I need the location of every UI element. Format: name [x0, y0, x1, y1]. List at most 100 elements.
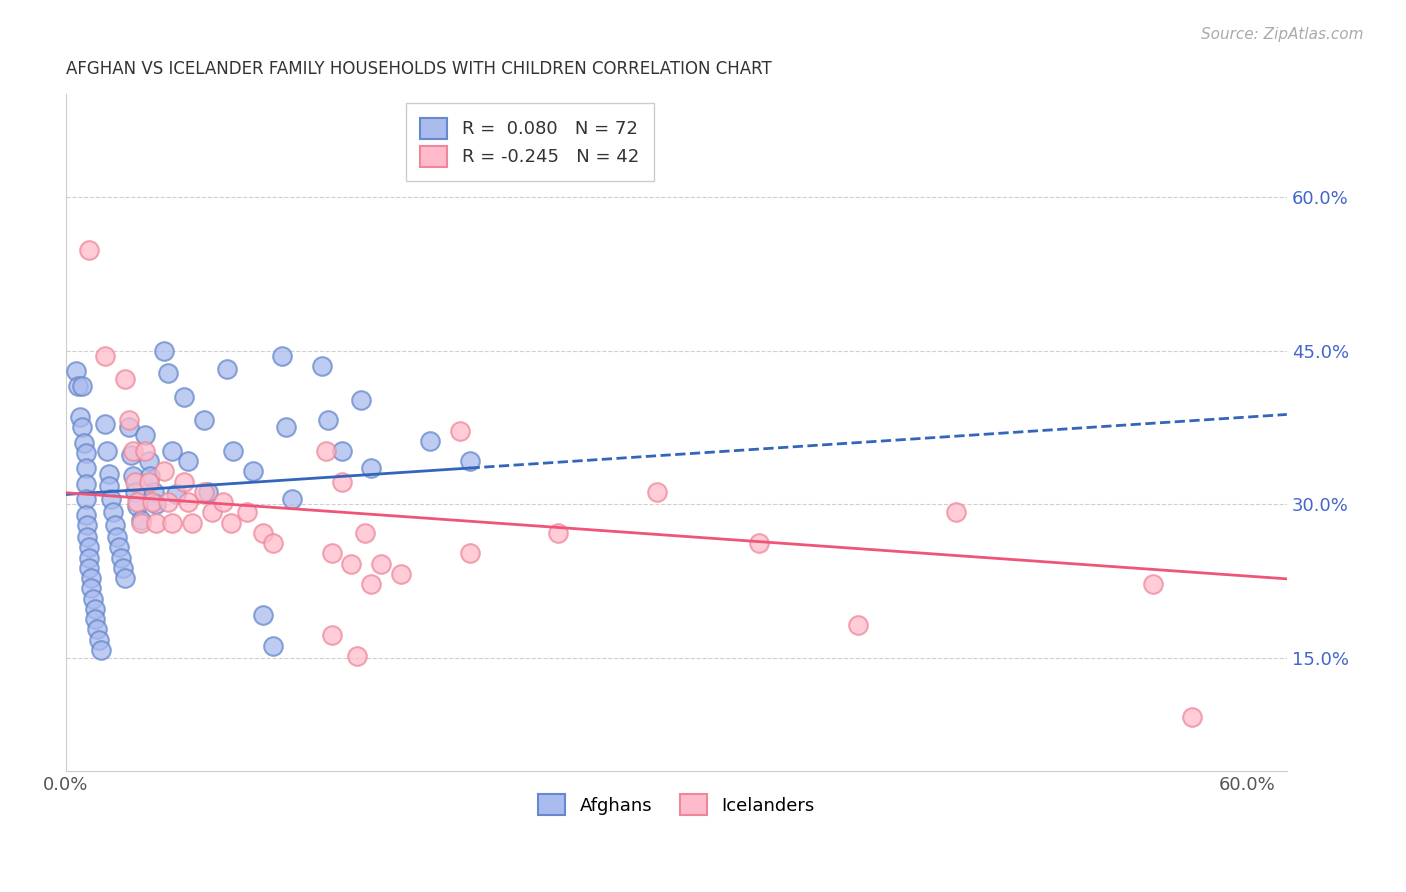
Point	[98, 467, 121, 481]
Point	[70, 379, 93, 393]
Point	[153, 343, 176, 358]
Point	[143, 485, 166, 500]
Point	[173, 475, 195, 489]
Point	[141, 495, 163, 509]
Point	[547, 526, 569, 541]
Point	[1142, 577, 1164, 591]
Point	[65, 364, 87, 378]
Point	[262, 536, 284, 550]
Point	[114, 571, 136, 585]
Point	[94, 349, 117, 363]
Point	[104, 517, 127, 532]
Point	[340, 557, 363, 571]
Point	[120, 448, 142, 462]
Point	[125, 500, 148, 514]
Point	[111, 561, 134, 575]
Point	[139, 468, 162, 483]
Point	[125, 495, 148, 509]
Point	[177, 454, 200, 468]
Point	[121, 468, 143, 483]
Point	[138, 475, 160, 489]
Point	[75, 476, 97, 491]
Point	[1181, 710, 1204, 724]
Point	[100, 492, 122, 507]
Point	[748, 536, 770, 550]
Point	[242, 465, 264, 479]
Point	[129, 513, 152, 527]
Point	[157, 495, 180, 509]
Point	[370, 557, 392, 571]
Point	[160, 444, 183, 458]
Point	[193, 413, 215, 427]
Point	[212, 495, 235, 509]
Point	[321, 546, 343, 560]
Point	[330, 444, 353, 458]
Point	[330, 475, 353, 489]
Point	[360, 577, 382, 591]
Point	[118, 413, 141, 427]
Point	[346, 648, 368, 663]
Point	[66, 379, 89, 393]
Point	[262, 639, 284, 653]
Point	[79, 561, 101, 575]
Point	[90, 642, 112, 657]
Point	[236, 506, 259, 520]
Point	[458, 454, 481, 468]
Point	[350, 392, 373, 407]
Point	[101, 506, 124, 520]
Point	[846, 618, 869, 632]
Point	[281, 492, 304, 507]
Point	[354, 526, 377, 541]
Point	[197, 485, 219, 500]
Point	[98, 479, 121, 493]
Point	[129, 516, 152, 530]
Point	[118, 420, 141, 434]
Point	[84, 612, 107, 626]
Point	[645, 485, 668, 500]
Point	[72, 435, 94, 450]
Point	[200, 506, 222, 520]
Text: Source: ZipAtlas.com: Source: ZipAtlas.com	[1201, 27, 1364, 42]
Point	[315, 444, 337, 458]
Point	[173, 390, 195, 404]
Point	[80, 571, 103, 585]
Point	[75, 461, 97, 475]
Point	[157, 366, 180, 380]
Point	[458, 546, 481, 560]
Point	[89, 632, 111, 647]
Legend: Afghans, Icelanders: Afghans, Icelanders	[531, 788, 821, 822]
Point	[360, 461, 382, 475]
Point	[219, 516, 242, 530]
Point	[70, 420, 93, 434]
Point	[316, 413, 339, 427]
Point	[75, 492, 97, 507]
Text: AFGHAN VS ICELANDER FAMILY HOUSEHOLDS WITH CHILDREN CORRELATION CHART: AFGHAN VS ICELANDER FAMILY HOUSEHOLDS WI…	[66, 60, 772, 78]
Point	[180, 516, 202, 530]
Point	[121, 444, 143, 458]
Point	[945, 506, 967, 520]
Point	[217, 362, 239, 376]
Point	[222, 444, 245, 458]
Point	[76, 517, 98, 532]
Point	[134, 427, 156, 442]
Point	[110, 550, 132, 565]
Point	[75, 508, 97, 522]
Point	[108, 541, 131, 555]
Point	[160, 516, 183, 530]
Point	[252, 526, 274, 541]
Point	[124, 485, 146, 500]
Point	[114, 372, 136, 386]
Point	[271, 349, 294, 363]
Point	[321, 628, 343, 642]
Point	[75, 446, 97, 460]
Point	[94, 417, 117, 432]
Point	[419, 434, 441, 448]
Point	[165, 487, 187, 501]
Point	[84, 602, 107, 616]
Point	[177, 495, 200, 509]
Point	[449, 424, 471, 438]
Point	[79, 243, 101, 257]
Point	[153, 465, 176, 479]
Point	[193, 485, 215, 500]
Point	[96, 444, 118, 458]
